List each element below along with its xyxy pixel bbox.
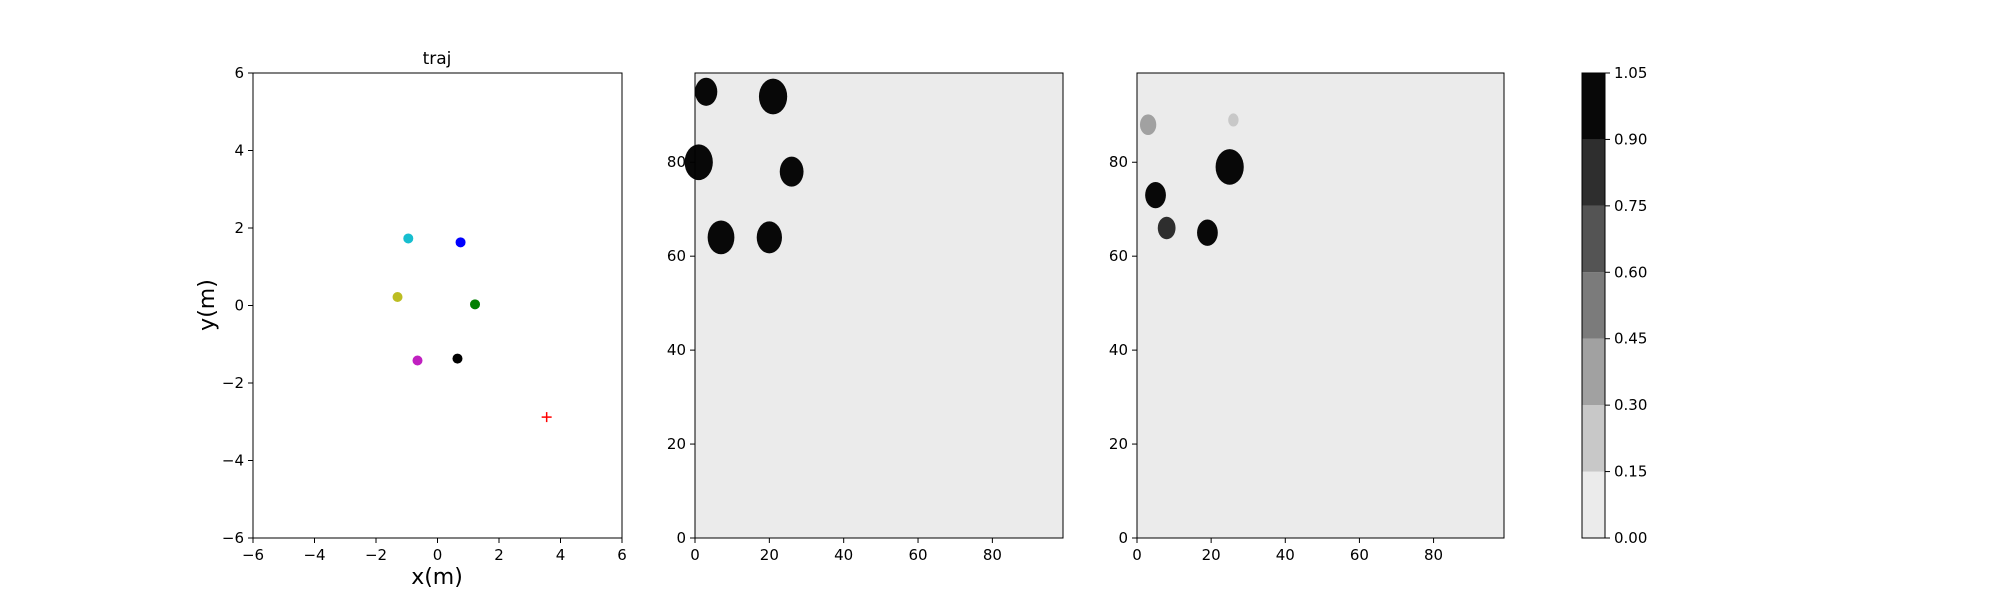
y-tick-label: 60 [667,247,686,265]
colorbar-tick-label: 0.75 [1614,197,1647,215]
colorbar-tick-label: 0.00 [1614,529,1647,547]
x-tick-label: 4 [556,546,566,564]
x-tick-label: −6 [242,546,264,564]
y-tick-label: −4 [222,452,244,470]
x-tick-label: 6 [617,546,627,564]
colorbar-tick-label: 0.90 [1614,130,1647,148]
x-axis-ticks: −6 −4 −2 0 2 4 6 [242,538,627,564]
colorbar-band [1582,338,1605,406]
agent-point [455,237,466,248]
y-tick-label: −6 [222,529,244,547]
colorbar-tick-label: 0.15 [1614,463,1647,481]
obstacle-blob [695,77,718,106]
colorbar-band [1582,205,1605,273]
traj-scatter-panel: −6 −4 −2 0 2 4 6 −6 −4 −2 0 2 4 6 traj x(m) y(m) [195,49,627,590]
x-tick-label: 60 [1350,546,1369,564]
x-tick-label: 0 [690,546,700,564]
x-tick-label: 80 [1424,546,1443,564]
plot-frame [252,72,623,539]
x-tick-label: −2 [365,546,387,564]
obstacle-blob [1139,114,1157,135]
agent-point [452,353,463,364]
x-tick-label: 40 [1276,546,1295,564]
x-tick-label: −4 [303,546,325,564]
agent-point [412,355,423,366]
obstacle-blob [1145,181,1166,209]
y-axis-ticks: 0 20 40 60 80 [667,153,695,547]
colorbar-tick-label: 1.05 [1614,64,1647,82]
x-tick-label: 60 [908,546,927,564]
colorbar-frame [1581,72,1606,539]
y-tick-label: 0 [234,297,244,315]
obstacle-blob [1197,219,1218,246]
y-tick-label: 0 [1118,529,1128,547]
colorbar-band [1582,471,1605,538]
y-tick-label: 0 [676,529,686,547]
colorbar-tick-label: 0.30 [1614,396,1647,414]
y-tick-label: 20 [1109,435,1128,453]
colorbar-band [1582,272,1605,339]
obstacle-blob [1228,113,1239,127]
y-tick-label: 40 [1109,341,1128,359]
x-tick-label: 20 [1202,546,1221,564]
heatmap-background [1137,73,1504,538]
obstacle-blob [1157,216,1176,240]
scatter-points [392,233,552,423]
x-tick-label: 0 [433,546,443,564]
agent-point [470,299,481,310]
colorbar-band [1582,73,1605,140]
colorbar-band [1582,405,1605,472]
obstacle-blob [707,220,735,255]
y-tick-label: 6 [234,64,244,82]
obstacle-blob [758,78,788,115]
y-tick-label: 80 [667,153,686,171]
goal-marker [541,412,552,423]
chart-title: traj [423,49,452,69]
x-tick-label: 2 [494,546,504,564]
colorbar-ticks: 0.00 0.15 0.30 0.45 0.60 0.75 0.90 1.05 [1605,64,1647,547]
heatmap-panel-1: 0 20 40 60 80 0 20 40 60 80 [667,72,1064,564]
obstacle-blob [1215,149,1244,185]
heatmap-blobs [1139,113,1244,246]
heatmap-panel-2: 0 20 40 60 80 0 20 40 60 80 [1109,72,1505,564]
obstacle-blob [779,156,804,187]
y-axis-ticks: 0 20 40 60 80 [1109,153,1137,547]
x-axis-label: x(m) [411,565,463,590]
y-tick-label: 80 [1109,153,1128,171]
agent-point [392,291,403,302]
obstacle-blob [756,221,782,254]
y-tick-label: 4 [234,142,244,160]
y-tick-label: 20 [667,435,686,453]
y-tick-label: 2 [234,219,244,237]
colorbar-tick-label: 0.60 [1614,263,1647,281]
agent-point [403,233,414,244]
y-axis-ticks: −6 −4 −2 0 2 4 6 [222,64,253,547]
x-tick-label: 40 [834,546,853,564]
x-tick-label: 0 [1132,546,1142,564]
y-tick-label: −2 [222,374,244,392]
x-tick-label: 20 [760,546,779,564]
x-axis-ticks: 0 20 40 60 80 [690,538,1002,564]
x-axis-ticks: 0 20 40 60 80 [1132,538,1443,564]
colorbar-bands [1582,73,1605,538]
heatmap-blobs [684,77,804,255]
y-tick-label: 60 [1109,247,1128,265]
plot-frame [694,72,1064,539]
obstacle-blob [684,144,713,181]
y-axis-label: y(m) [195,279,220,331]
plot-frame [1136,72,1505,539]
heatmap-background [695,73,1063,538]
colorbar: 0.00 0.15 0.30 0.45 0.60 0.75 0.90 1.05 [1581,64,1647,547]
x-tick-label: 80 [983,546,1002,564]
y-tick-label: 40 [667,341,686,359]
colorbar-tick-label: 0.45 [1614,330,1647,348]
colorbar-band [1582,139,1605,206]
